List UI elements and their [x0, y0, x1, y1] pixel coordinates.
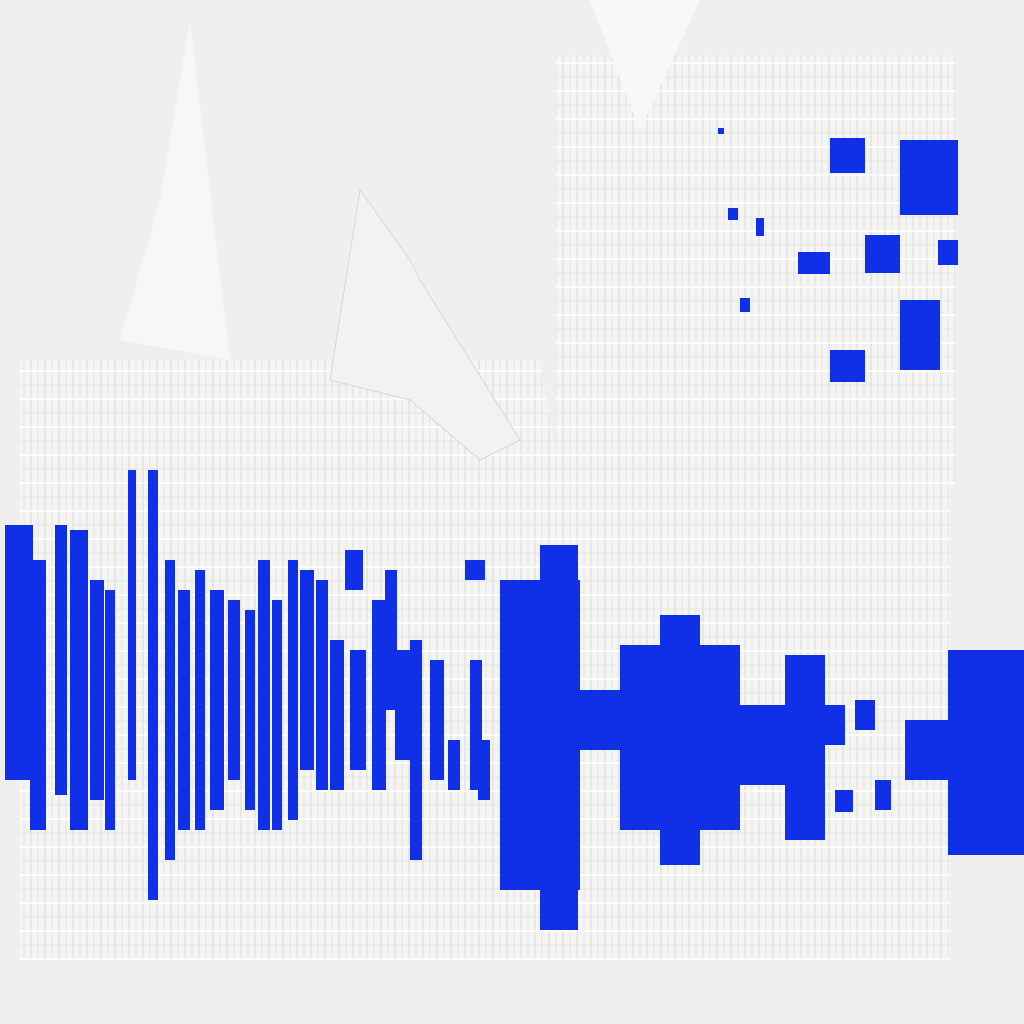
- blue-stripe: [228, 600, 240, 780]
- blue-stripe: [165, 560, 175, 860]
- blue-stripe: [448, 740, 460, 790]
- center-motif-column-top: [540, 545, 578, 930]
- center-motif-block-vert: [660, 615, 700, 865]
- checker-cell: [830, 350, 865, 382]
- blue-stripe: [465, 560, 485, 580]
- fabric-fold-upper: [120, 20, 230, 360]
- center-motif-end: [905, 720, 955, 780]
- fabric-fold-lower: [329, 188, 521, 461]
- center-motif-dot: [875, 780, 891, 810]
- blue-pattern-layer: [5, 128, 1024, 930]
- blue-stripe: [195, 570, 205, 830]
- blue-stripe: [395, 650, 411, 760]
- checker-speck: [728, 208, 738, 220]
- blue-stripe: [272, 600, 282, 830]
- center-motif-dot: [855, 700, 875, 730]
- checker-speck: [718, 128, 724, 134]
- blue-stripe: [148, 470, 158, 900]
- center-motif-block-right: [785, 655, 825, 840]
- center-motif-bar-right: [740, 705, 785, 785]
- blue-stripe: [178, 590, 190, 830]
- blue-stripe: [258, 560, 270, 830]
- blue-stripe: [288, 560, 298, 820]
- fabric-fold-top: [590, 0, 700, 130]
- blue-stripe: [372, 600, 386, 790]
- checker-cell: [830, 138, 865, 173]
- blue-stripe: [385, 570, 397, 710]
- blue-stripe: [210, 590, 224, 810]
- checker-cell: [900, 140, 958, 215]
- blue-stripe: [430, 660, 444, 780]
- blue-stripe: [478, 740, 490, 800]
- checker-cell: [798, 252, 830, 274]
- checker-speck: [740, 298, 750, 312]
- blue-stripe: [128, 470, 136, 780]
- blue-stripe: [245, 610, 255, 810]
- blue-stripe: [105, 590, 115, 830]
- checker-cell: [865, 235, 900, 273]
- blue-stripe: [316, 580, 328, 790]
- blue-stripe: [410, 640, 422, 860]
- blue-stripe: [345, 550, 363, 590]
- right-edge-band: [948, 650, 1024, 855]
- blue-stripe: [330, 640, 344, 790]
- checker-cell: [900, 300, 940, 370]
- blue-stripe: [70, 530, 88, 830]
- blue-stripe: [90, 580, 104, 800]
- blue-stripe: [350, 650, 366, 770]
- blue-stripe: [55, 525, 67, 795]
- center-motif-dot: [835, 790, 853, 812]
- checker-speck: [756, 218, 764, 236]
- blue-stripe: [300, 570, 314, 770]
- blue-stripe: [30, 560, 46, 830]
- blue-stripe: [5, 525, 33, 780]
- checker-cell: [938, 240, 958, 265]
- center-motif-nub: [825, 705, 845, 745]
